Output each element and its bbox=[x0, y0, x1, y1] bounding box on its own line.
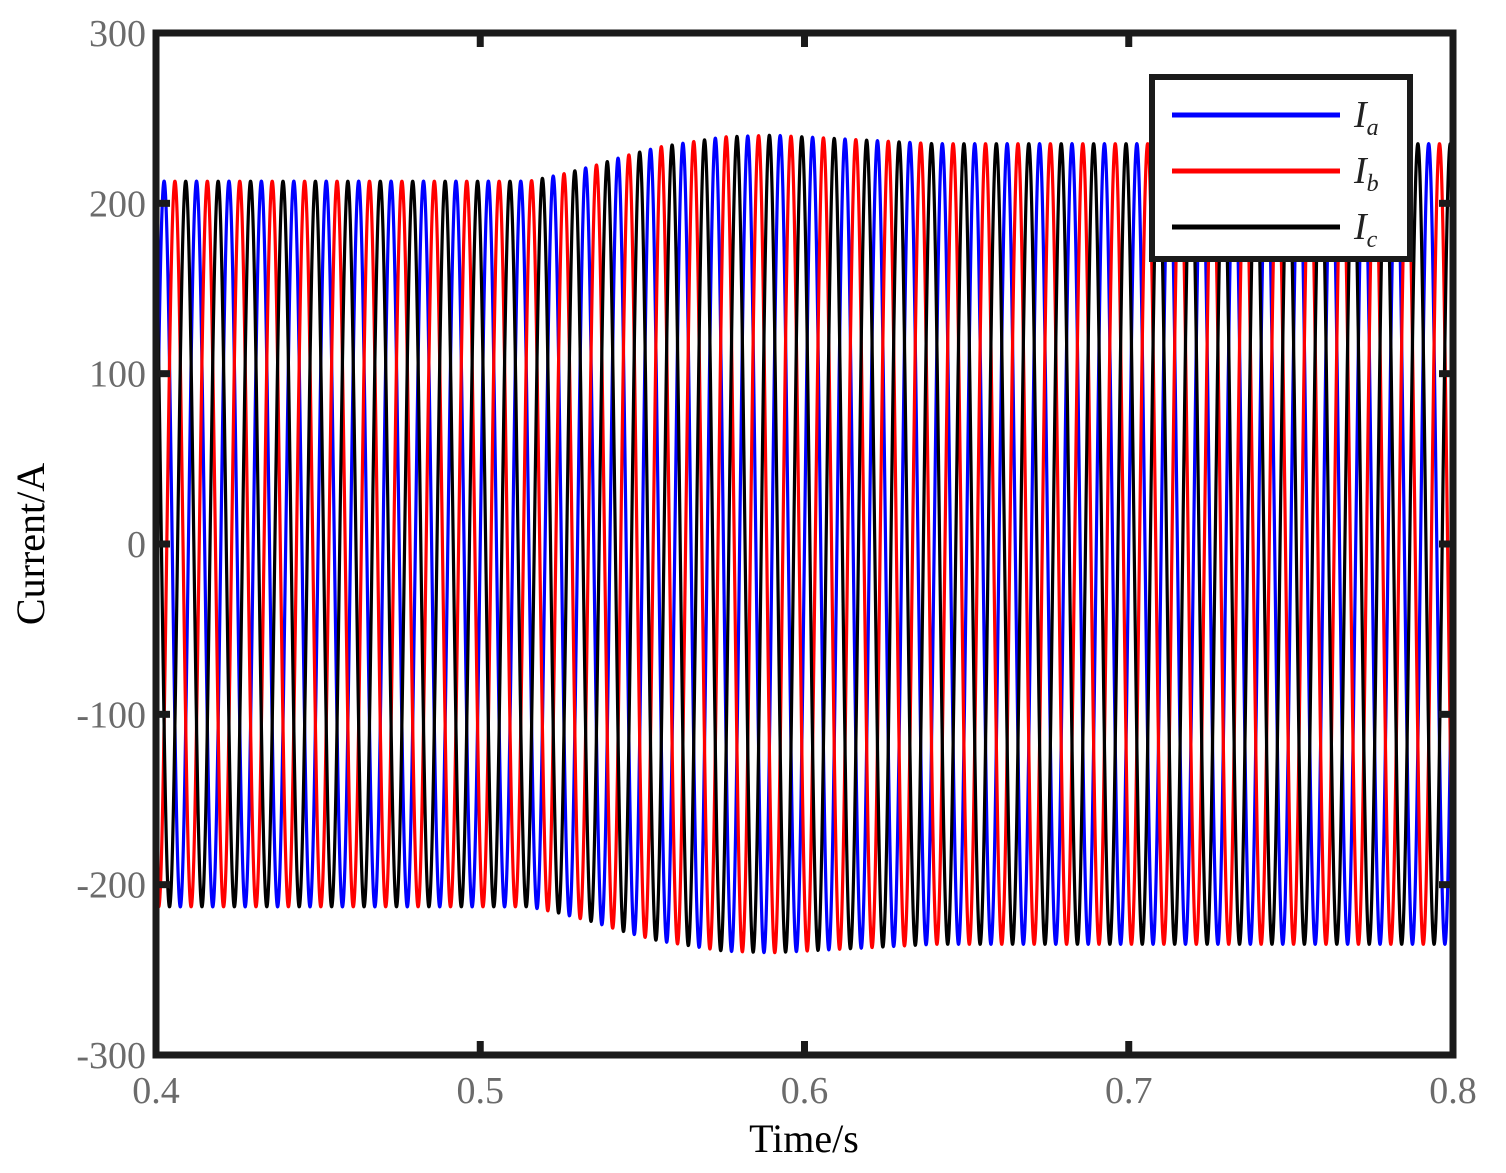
x-tick-label-3: 0.7 bbox=[1105, 1070, 1153, 1112]
y-tick-label-3: 0 bbox=[127, 524, 146, 566]
series-line-b bbox=[154, 134, 1455, 955]
x-tick-label-1: 0.5 bbox=[457, 1070, 505, 1112]
x-tick-label-2: 0.6 bbox=[781, 1070, 829, 1112]
y-tick-label-5: -200 bbox=[76, 865, 146, 907]
y-tick-label-6: -300 bbox=[76, 1035, 146, 1077]
series-line-c bbox=[154, 133, 1455, 954]
y-tick-label-0: 300 bbox=[89, 13, 146, 55]
plot-frame bbox=[152, 29, 1457, 1059]
x-tick-label-4: 0.8 bbox=[1429, 1070, 1477, 1112]
y-tick-label-2: 100 bbox=[89, 354, 146, 396]
y-tick-label-1: 200 bbox=[89, 183, 146, 225]
x-tick-labels: 0.4 0.5 0.6 0.7 0.8 bbox=[132, 1070, 1477, 1112]
y-axis-label: Current/A bbox=[8, 463, 53, 625]
y-tick-labels: 300 200 100 0 -100 -200 -300 bbox=[76, 13, 146, 1077]
x-tick-label-0: 0.4 bbox=[132, 1070, 180, 1112]
y-tick-label-4: -100 bbox=[76, 694, 146, 736]
x-axis-label: Time/s bbox=[749, 1116, 859, 1161]
